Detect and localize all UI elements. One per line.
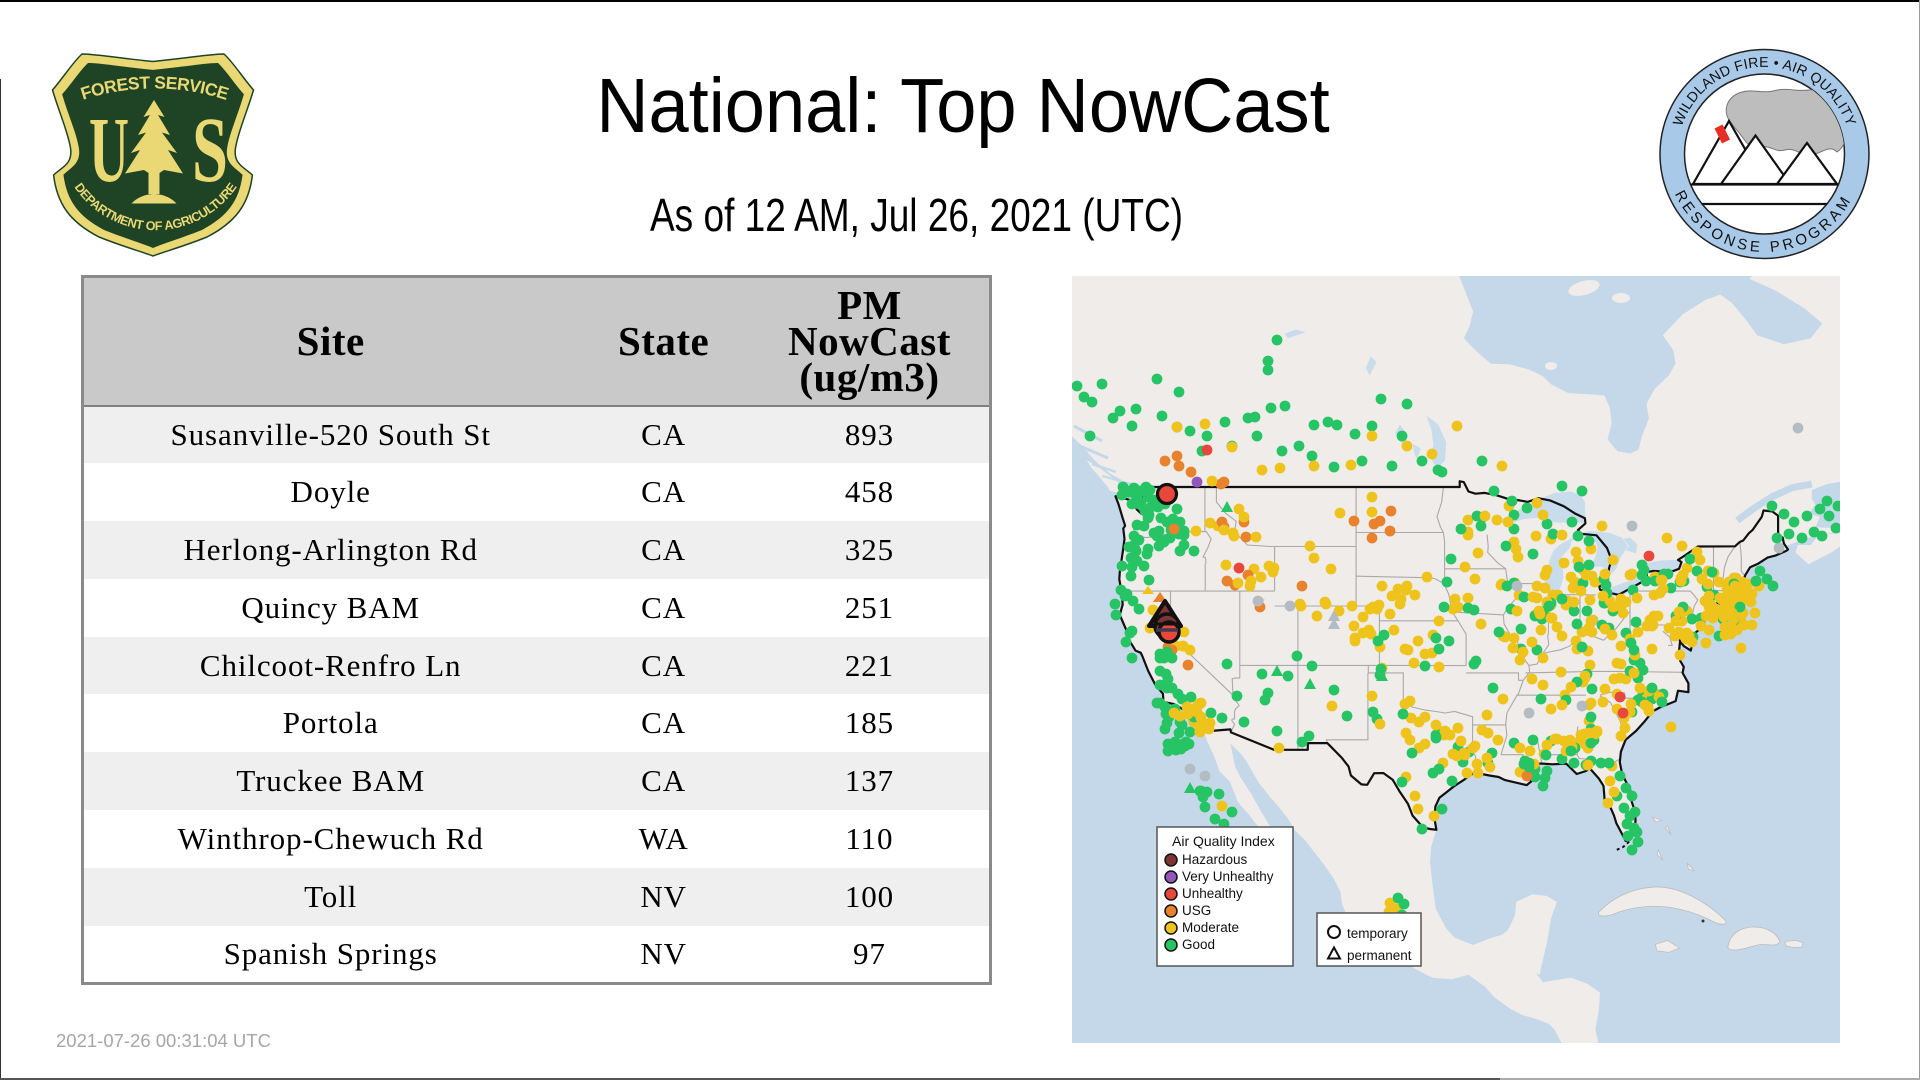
svg-text:permanent: permanent	[1347, 948, 1412, 963]
svg-text:Very Unhealthy: Very Unhealthy	[1182, 869, 1274, 884]
svg-text:temporary: temporary	[1347, 926, 1408, 941]
svg-text:Hazardous: Hazardous	[1182, 852, 1248, 867]
svg-text:Air Quality Index: Air Quality Index	[1172, 833, 1275, 849]
svg-text:USG: USG	[1182, 903, 1211, 918]
svg-text:Good: Good	[1182, 937, 1215, 952]
svg-text:S: S	[192, 99, 228, 202]
svg-text:Unhealthy: Unhealthy	[1182, 886, 1243, 901]
svg-text:Moderate: Moderate	[1182, 920, 1239, 935]
svg-text:U: U	[89, 99, 129, 202]
